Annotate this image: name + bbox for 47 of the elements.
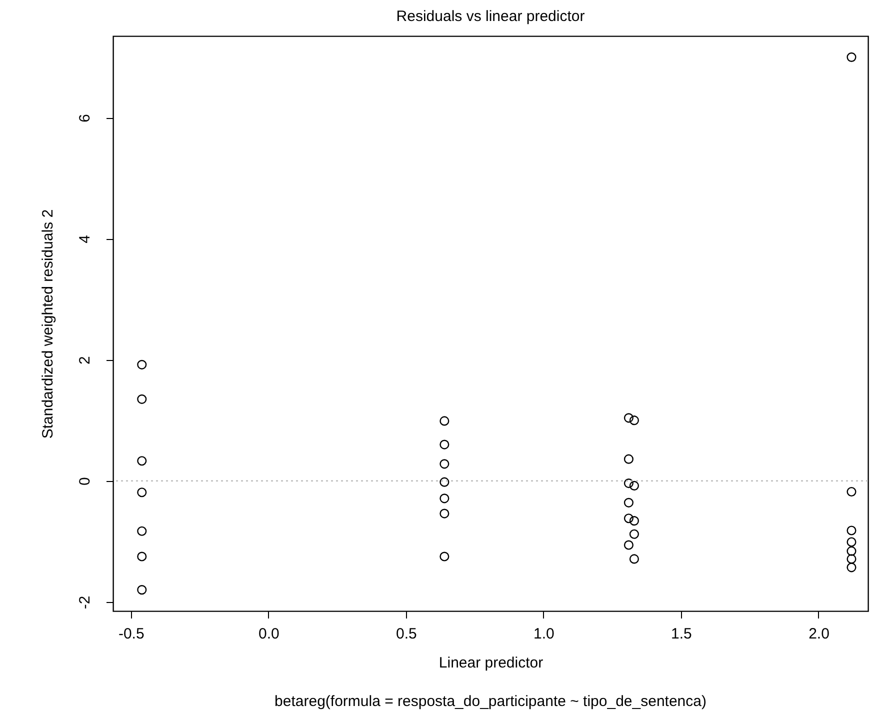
y-tick-label: 6 xyxy=(76,114,94,122)
point xyxy=(624,514,634,524)
point xyxy=(440,477,450,487)
point xyxy=(846,52,856,62)
point xyxy=(846,546,856,556)
y-tick-label: 4 xyxy=(76,235,94,244)
x-tick-label: 0.0 xyxy=(258,626,280,642)
point xyxy=(137,456,147,466)
text: betareg(formula = resposta_do_participante ~ tipo_de_sentenca) xyxy=(274,693,706,710)
y-tick-label: -2 xyxy=(76,596,94,610)
y-tick-label: 0 xyxy=(76,477,94,486)
point xyxy=(440,508,450,518)
point xyxy=(629,416,639,426)
x-tick-label: 1.0 xyxy=(534,626,554,642)
point xyxy=(846,486,856,497)
point xyxy=(629,529,639,539)
chart-title: Residuals vs linear predictor xyxy=(396,8,585,25)
point xyxy=(624,413,634,423)
point xyxy=(624,498,634,508)
point xyxy=(440,459,450,469)
point xyxy=(137,526,147,536)
x-tick-label: 0.5 xyxy=(396,626,417,642)
point xyxy=(629,480,639,490)
point xyxy=(624,454,634,464)
x-tick-label: 1.5 xyxy=(671,626,692,642)
x-axis-title: Linear predictor xyxy=(438,654,544,672)
x-tick-label: -0.5 xyxy=(118,626,144,642)
point xyxy=(624,540,634,550)
point xyxy=(846,562,856,572)
point xyxy=(137,394,147,404)
point xyxy=(629,516,639,526)
y-axis-title: Standardized weighted residuals 2 xyxy=(40,209,56,439)
point xyxy=(629,554,639,564)
point xyxy=(440,416,450,426)
point xyxy=(137,360,147,370)
point xyxy=(137,585,147,595)
point xyxy=(440,552,450,562)
point xyxy=(137,552,147,562)
point xyxy=(846,554,856,564)
point xyxy=(440,440,450,450)
point xyxy=(137,488,147,498)
point xyxy=(440,494,450,504)
point xyxy=(846,537,856,547)
point xyxy=(846,526,856,536)
x-tick-label: 2.0 xyxy=(808,626,830,642)
point xyxy=(624,478,634,488)
y-tick-label: 2 xyxy=(76,356,94,364)
